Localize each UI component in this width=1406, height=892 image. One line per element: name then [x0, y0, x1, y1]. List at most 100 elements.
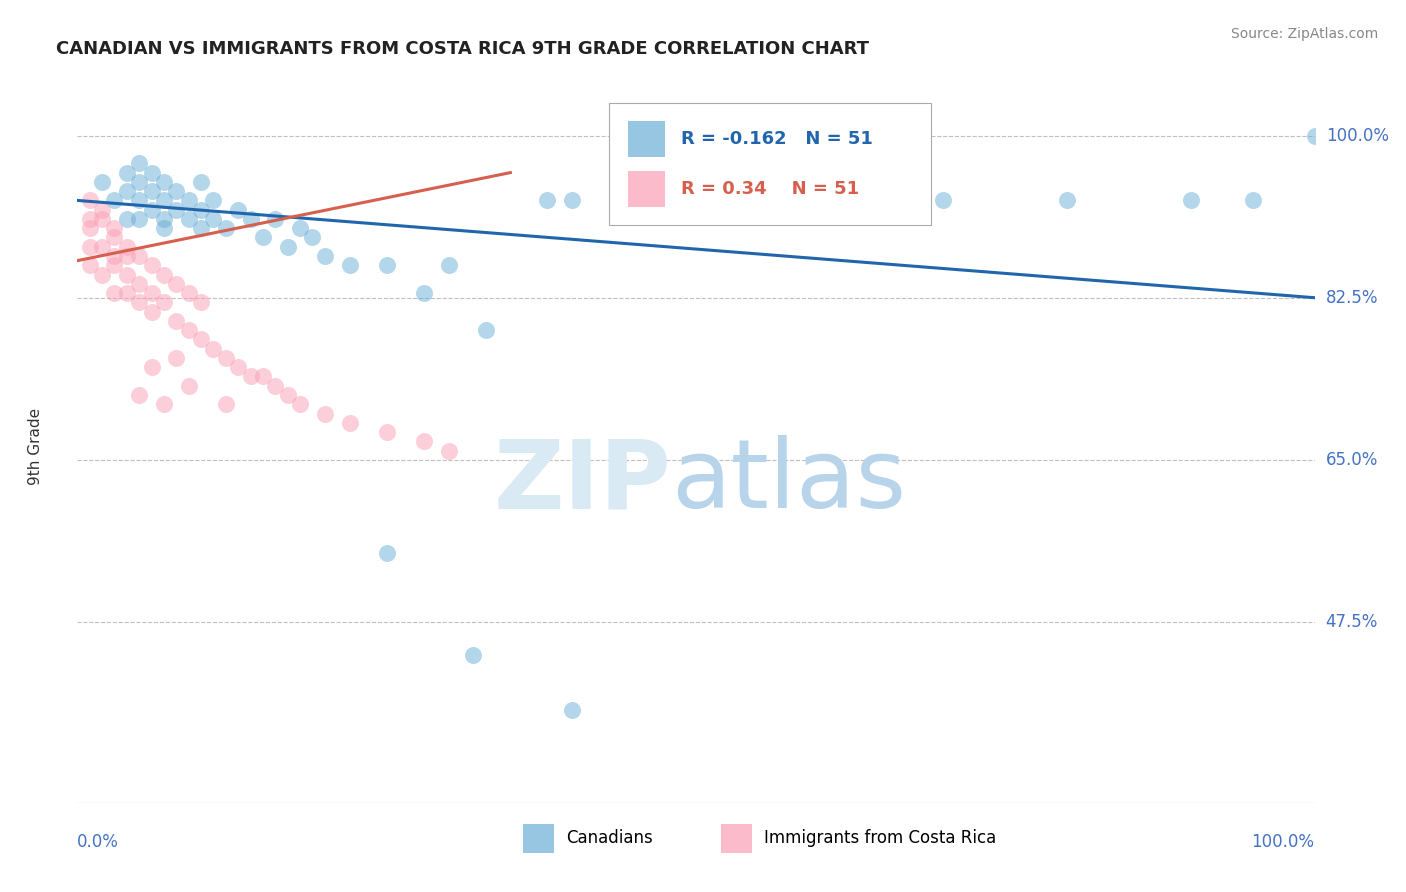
Point: [226, 360, 249, 375]
Text: Canadians: Canadians: [567, 830, 652, 847]
Text: 100.0%: 100.0%: [1326, 127, 1389, 145]
Point: [190, 202, 212, 217]
FancyBboxPatch shape: [609, 103, 931, 225]
Point: [177, 378, 200, 392]
Point: [177, 286, 200, 301]
Point: [202, 194, 225, 208]
Point: [103, 249, 125, 263]
Point: [932, 194, 955, 208]
Point: [141, 258, 163, 272]
Point: [215, 351, 238, 365]
Text: R = 0.34    N = 51: R = 0.34 N = 51: [681, 180, 859, 198]
Point: [536, 194, 558, 208]
Point: [103, 286, 125, 301]
Point: [153, 221, 176, 235]
Text: CANADIAN VS IMMIGRANTS FROM COSTA RICA 9TH GRADE CORRELATION CHART: CANADIAN VS IMMIGRANTS FROM COSTA RICA 9…: [56, 40, 869, 58]
Point: [91, 240, 114, 254]
Point: [115, 268, 138, 282]
Point: [128, 211, 150, 226]
Point: [375, 425, 398, 439]
Point: [165, 184, 187, 198]
Point: [91, 268, 114, 282]
Point: [141, 360, 163, 375]
Point: [128, 194, 150, 208]
Bar: [721, 824, 752, 853]
Point: [177, 323, 200, 337]
Point: [301, 230, 323, 244]
Point: [141, 184, 163, 198]
Point: [153, 175, 176, 189]
Point: [153, 194, 176, 208]
Point: [91, 211, 114, 226]
Point: [190, 221, 212, 235]
Point: [1056, 194, 1078, 208]
Text: Immigrants from Costa Rica: Immigrants from Costa Rica: [763, 830, 997, 847]
Point: [141, 304, 163, 318]
Point: [103, 221, 125, 235]
Point: [79, 240, 101, 254]
Point: [412, 286, 434, 301]
Point: [115, 184, 138, 198]
Point: [141, 202, 163, 217]
Bar: [628, 121, 665, 157]
Text: ZIP: ZIP: [494, 435, 671, 528]
Point: [115, 211, 138, 226]
Point: [412, 434, 434, 449]
Point: [202, 342, 225, 356]
Point: [103, 230, 125, 244]
Point: [264, 378, 287, 392]
Point: [264, 211, 287, 226]
Point: [252, 369, 274, 384]
Point: [128, 295, 150, 310]
Text: Source: ZipAtlas.com: Source: ZipAtlas.com: [1230, 27, 1378, 41]
Point: [165, 314, 187, 328]
Point: [215, 221, 238, 235]
Point: [79, 258, 101, 272]
Point: [177, 211, 200, 226]
Point: [375, 545, 398, 559]
Point: [190, 295, 212, 310]
Text: R = -0.162   N = 51: R = -0.162 N = 51: [681, 130, 873, 148]
Text: 9th Grade: 9th Grade: [28, 408, 44, 484]
Point: [747, 194, 769, 208]
Text: 47.5%: 47.5%: [1326, 613, 1378, 631]
Text: 0.0%: 0.0%: [77, 833, 120, 851]
Point: [437, 443, 460, 458]
Point: [153, 211, 176, 226]
Point: [685, 194, 707, 208]
Point: [375, 258, 398, 272]
Point: [1303, 128, 1326, 143]
Point: [91, 175, 114, 189]
Point: [215, 397, 238, 411]
Point: [177, 194, 200, 208]
Point: [239, 369, 262, 384]
Point: [561, 194, 583, 208]
Point: [91, 202, 114, 217]
Point: [141, 166, 163, 180]
Point: [623, 194, 645, 208]
Point: [437, 258, 460, 272]
Point: [165, 202, 187, 217]
Bar: [628, 171, 665, 207]
Point: [141, 286, 163, 301]
Point: [128, 249, 150, 263]
Point: [79, 194, 101, 208]
Point: [103, 258, 125, 272]
Point: [190, 333, 212, 347]
Point: [808, 194, 831, 208]
Point: [103, 194, 125, 208]
Point: [288, 221, 311, 235]
Point: [288, 397, 311, 411]
Point: [239, 211, 262, 226]
Bar: [523, 824, 554, 853]
Point: [339, 416, 361, 430]
Point: [153, 268, 176, 282]
Point: [128, 175, 150, 189]
Text: 82.5%: 82.5%: [1326, 289, 1378, 307]
Point: [128, 156, 150, 170]
Point: [115, 249, 138, 263]
Point: [870, 194, 893, 208]
Point: [1180, 194, 1202, 208]
Point: [115, 240, 138, 254]
Point: [153, 295, 176, 310]
